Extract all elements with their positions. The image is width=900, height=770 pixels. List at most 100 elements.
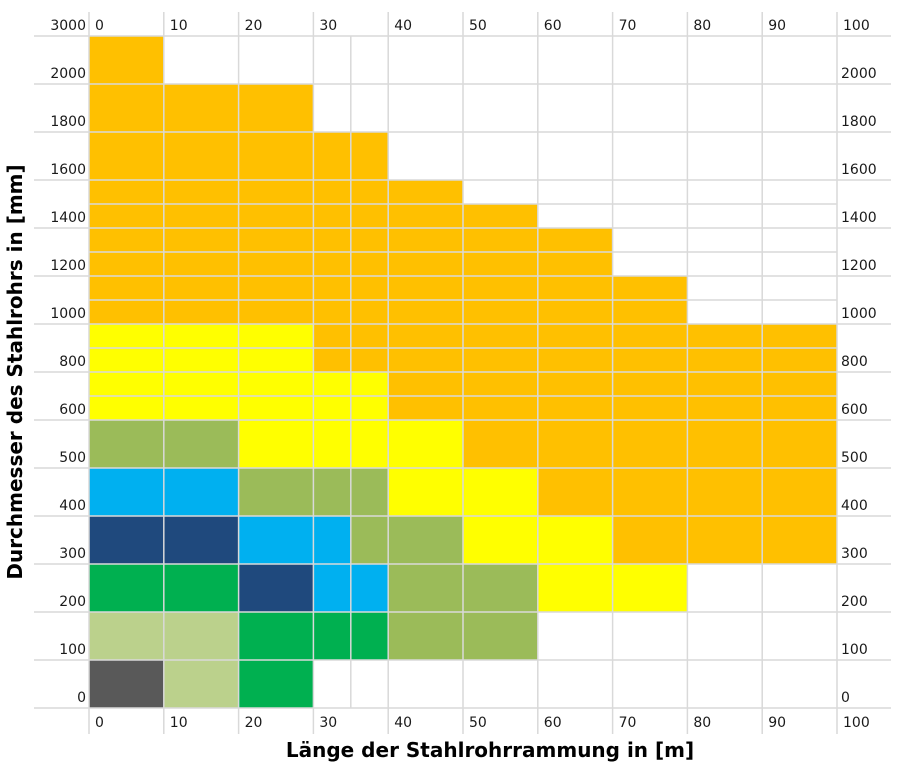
- cell: [313, 132, 351, 180]
- cell: [89, 372, 164, 396]
- cell: [163, 564, 239, 612]
- cell: [89, 516, 164, 564]
- cell: [388, 228, 463, 252]
- cell: [89, 204, 164, 228]
- cell: [350, 396, 389, 420]
- cell: [238, 324, 314, 348]
- cell: [537, 564, 613, 612]
- cell: [537, 324, 613, 348]
- cell: [238, 132, 314, 180]
- y-axis-title: Durchmesser des Stahlrohrs in [mm]: [3, 164, 27, 579]
- cell: [388, 252, 463, 276]
- cell: [313, 564, 351, 612]
- cell: [463, 228, 538, 252]
- y-tick-label-left: 1600: [50, 162, 86, 178]
- cell: [762, 468, 837, 516]
- cell: [163, 468, 239, 516]
- x-tick-label-bottom: 60: [544, 715, 562, 731]
- cell: [537, 396, 613, 420]
- cell: [163, 204, 239, 228]
- cell: [463, 612, 538, 660]
- cell: [89, 132, 164, 180]
- cell: [163, 612, 239, 660]
- cell: [163, 180, 239, 204]
- cell: [163, 84, 239, 132]
- cell: [313, 396, 351, 420]
- cell: [89, 84, 164, 132]
- cell: [388, 612, 463, 660]
- y-tick-label-left: 600: [59, 402, 86, 418]
- cell: [89, 564, 164, 612]
- cell: [163, 660, 239, 708]
- y-tick-label-left: 400: [59, 498, 86, 514]
- cell: [89, 180, 164, 204]
- y-tick-label-left: 1000: [50, 306, 86, 322]
- cell: [238, 180, 314, 204]
- cell: [238, 468, 314, 516]
- cell: [313, 204, 351, 228]
- cell: [89, 612, 164, 660]
- grid-layer: [34, 12, 891, 734]
- cell: [612, 516, 688, 564]
- cell: [463, 372, 538, 396]
- x-tick-label-bottom: 30: [319, 715, 337, 731]
- y-tick-label-right: 100: [841, 642, 868, 658]
- y-tick-label-left: 300: [59, 546, 86, 562]
- y-tick-label-left: 1200: [50, 258, 86, 274]
- cell: [612, 372, 688, 396]
- cell: [313, 228, 351, 252]
- cell: [313, 252, 351, 276]
- cell: [350, 612, 389, 660]
- cell: [313, 612, 351, 660]
- cell: [687, 516, 763, 564]
- cell: [89, 396, 164, 420]
- y-tick-label-left: 800: [59, 354, 86, 370]
- y-tick-label-left: 1400: [50, 210, 86, 226]
- cell: [313, 468, 351, 516]
- cell: [388, 564, 463, 612]
- cell: [89, 420, 164, 468]
- y-tick-label-left: 1800: [50, 114, 86, 130]
- cell: [350, 564, 389, 612]
- x-tick-label-top: 20: [245, 18, 263, 34]
- cell: [687, 348, 763, 372]
- cell: [313, 348, 351, 372]
- cell: [687, 396, 763, 420]
- cell: [163, 348, 239, 372]
- cells-layer: [89, 36, 837, 708]
- cell: [313, 276, 351, 300]
- cell: [350, 300, 389, 324]
- y-tick-label-right: 2000: [841, 66, 877, 82]
- cell: [612, 468, 688, 516]
- cell: [388, 420, 463, 468]
- cell: [388, 372, 463, 396]
- y-tick-label-left: 3000: [50, 18, 86, 34]
- y-tick-label-left: 200: [59, 594, 86, 610]
- cell: [313, 516, 351, 564]
- cell: [463, 420, 538, 468]
- x-tick-label-top: 30: [319, 18, 337, 34]
- x-tick-label-top: 60: [544, 18, 562, 34]
- cell: [163, 228, 239, 252]
- cell: [89, 276, 164, 300]
- cell: [89, 468, 164, 516]
- x-tick-label-bottom: 0: [95, 715, 104, 731]
- ticks-layer: 0010102020303040405050606070708080909010…: [50, 18, 876, 731]
- cell: [350, 204, 389, 228]
- cell: [612, 348, 688, 372]
- cell: [612, 396, 688, 420]
- cell: [350, 324, 389, 348]
- cell: [612, 564, 688, 612]
- cell: [537, 252, 613, 276]
- cell: [388, 396, 463, 420]
- cell: [163, 132, 239, 180]
- cell: [762, 372, 837, 396]
- x-tick-label-top: 0: [95, 18, 104, 34]
- cell: [163, 372, 239, 396]
- cell: [537, 348, 613, 372]
- cell: [463, 252, 538, 276]
- cell: [350, 252, 389, 276]
- cell: [537, 228, 613, 252]
- cell: [388, 180, 463, 204]
- cell: [89, 348, 164, 372]
